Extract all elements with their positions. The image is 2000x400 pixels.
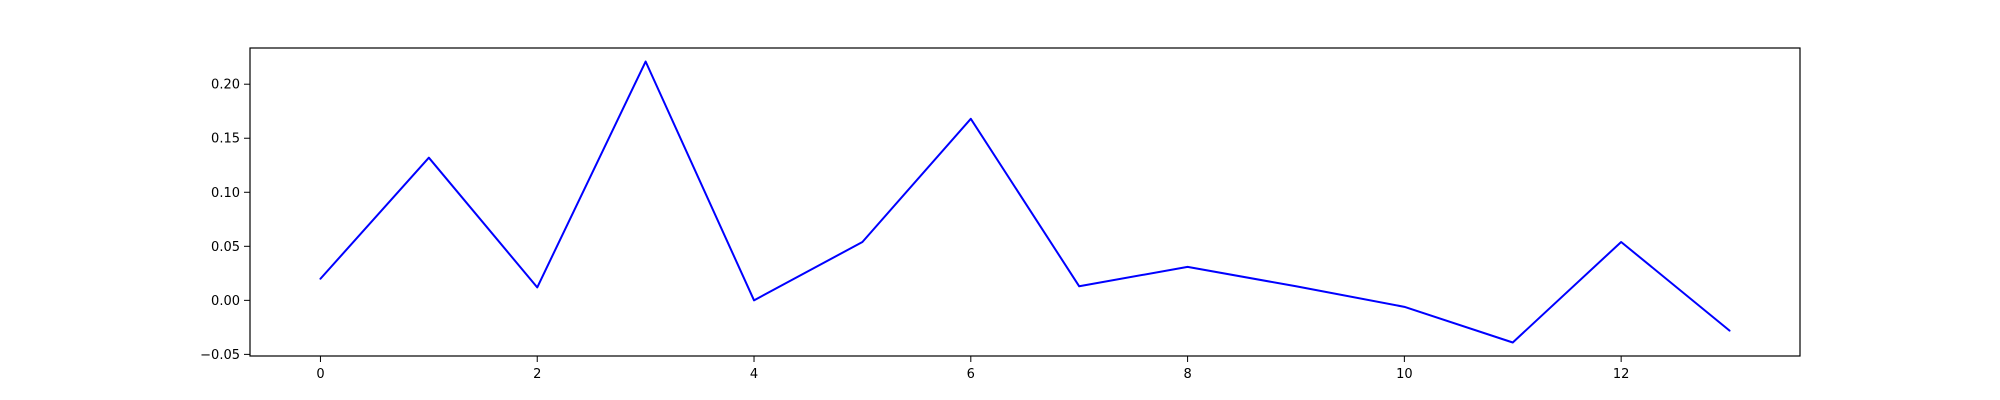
y-tick-label: −0.05 xyxy=(200,348,240,363)
x-tick-label: 6 xyxy=(967,367,975,382)
y-tick-label: 0.15 xyxy=(211,132,240,147)
y-tick-label: 0.05 xyxy=(211,240,240,255)
series-line xyxy=(319,60,1731,344)
y-tick-label: 0.10 xyxy=(211,186,240,201)
x-tick-label: 12 xyxy=(1613,367,1630,382)
x-axis: 0 2 4 6 8 10 12 xyxy=(316,356,1629,382)
x-tick-label: 10 xyxy=(1396,367,1413,382)
plot-frame xyxy=(249,47,1801,357)
x-tick-label: 4 xyxy=(750,367,758,382)
y-tick-label: 0.20 xyxy=(211,78,240,93)
y-axis: −0.05 0.00 0.05 0.10 0.15 0.20 xyxy=(200,78,250,363)
x-tick-label: 0 xyxy=(316,367,324,382)
y-tick-label: 0.00 xyxy=(211,294,240,309)
x-tick-label: 8 xyxy=(1183,367,1191,382)
x-tick-label: 2 xyxy=(533,367,541,382)
